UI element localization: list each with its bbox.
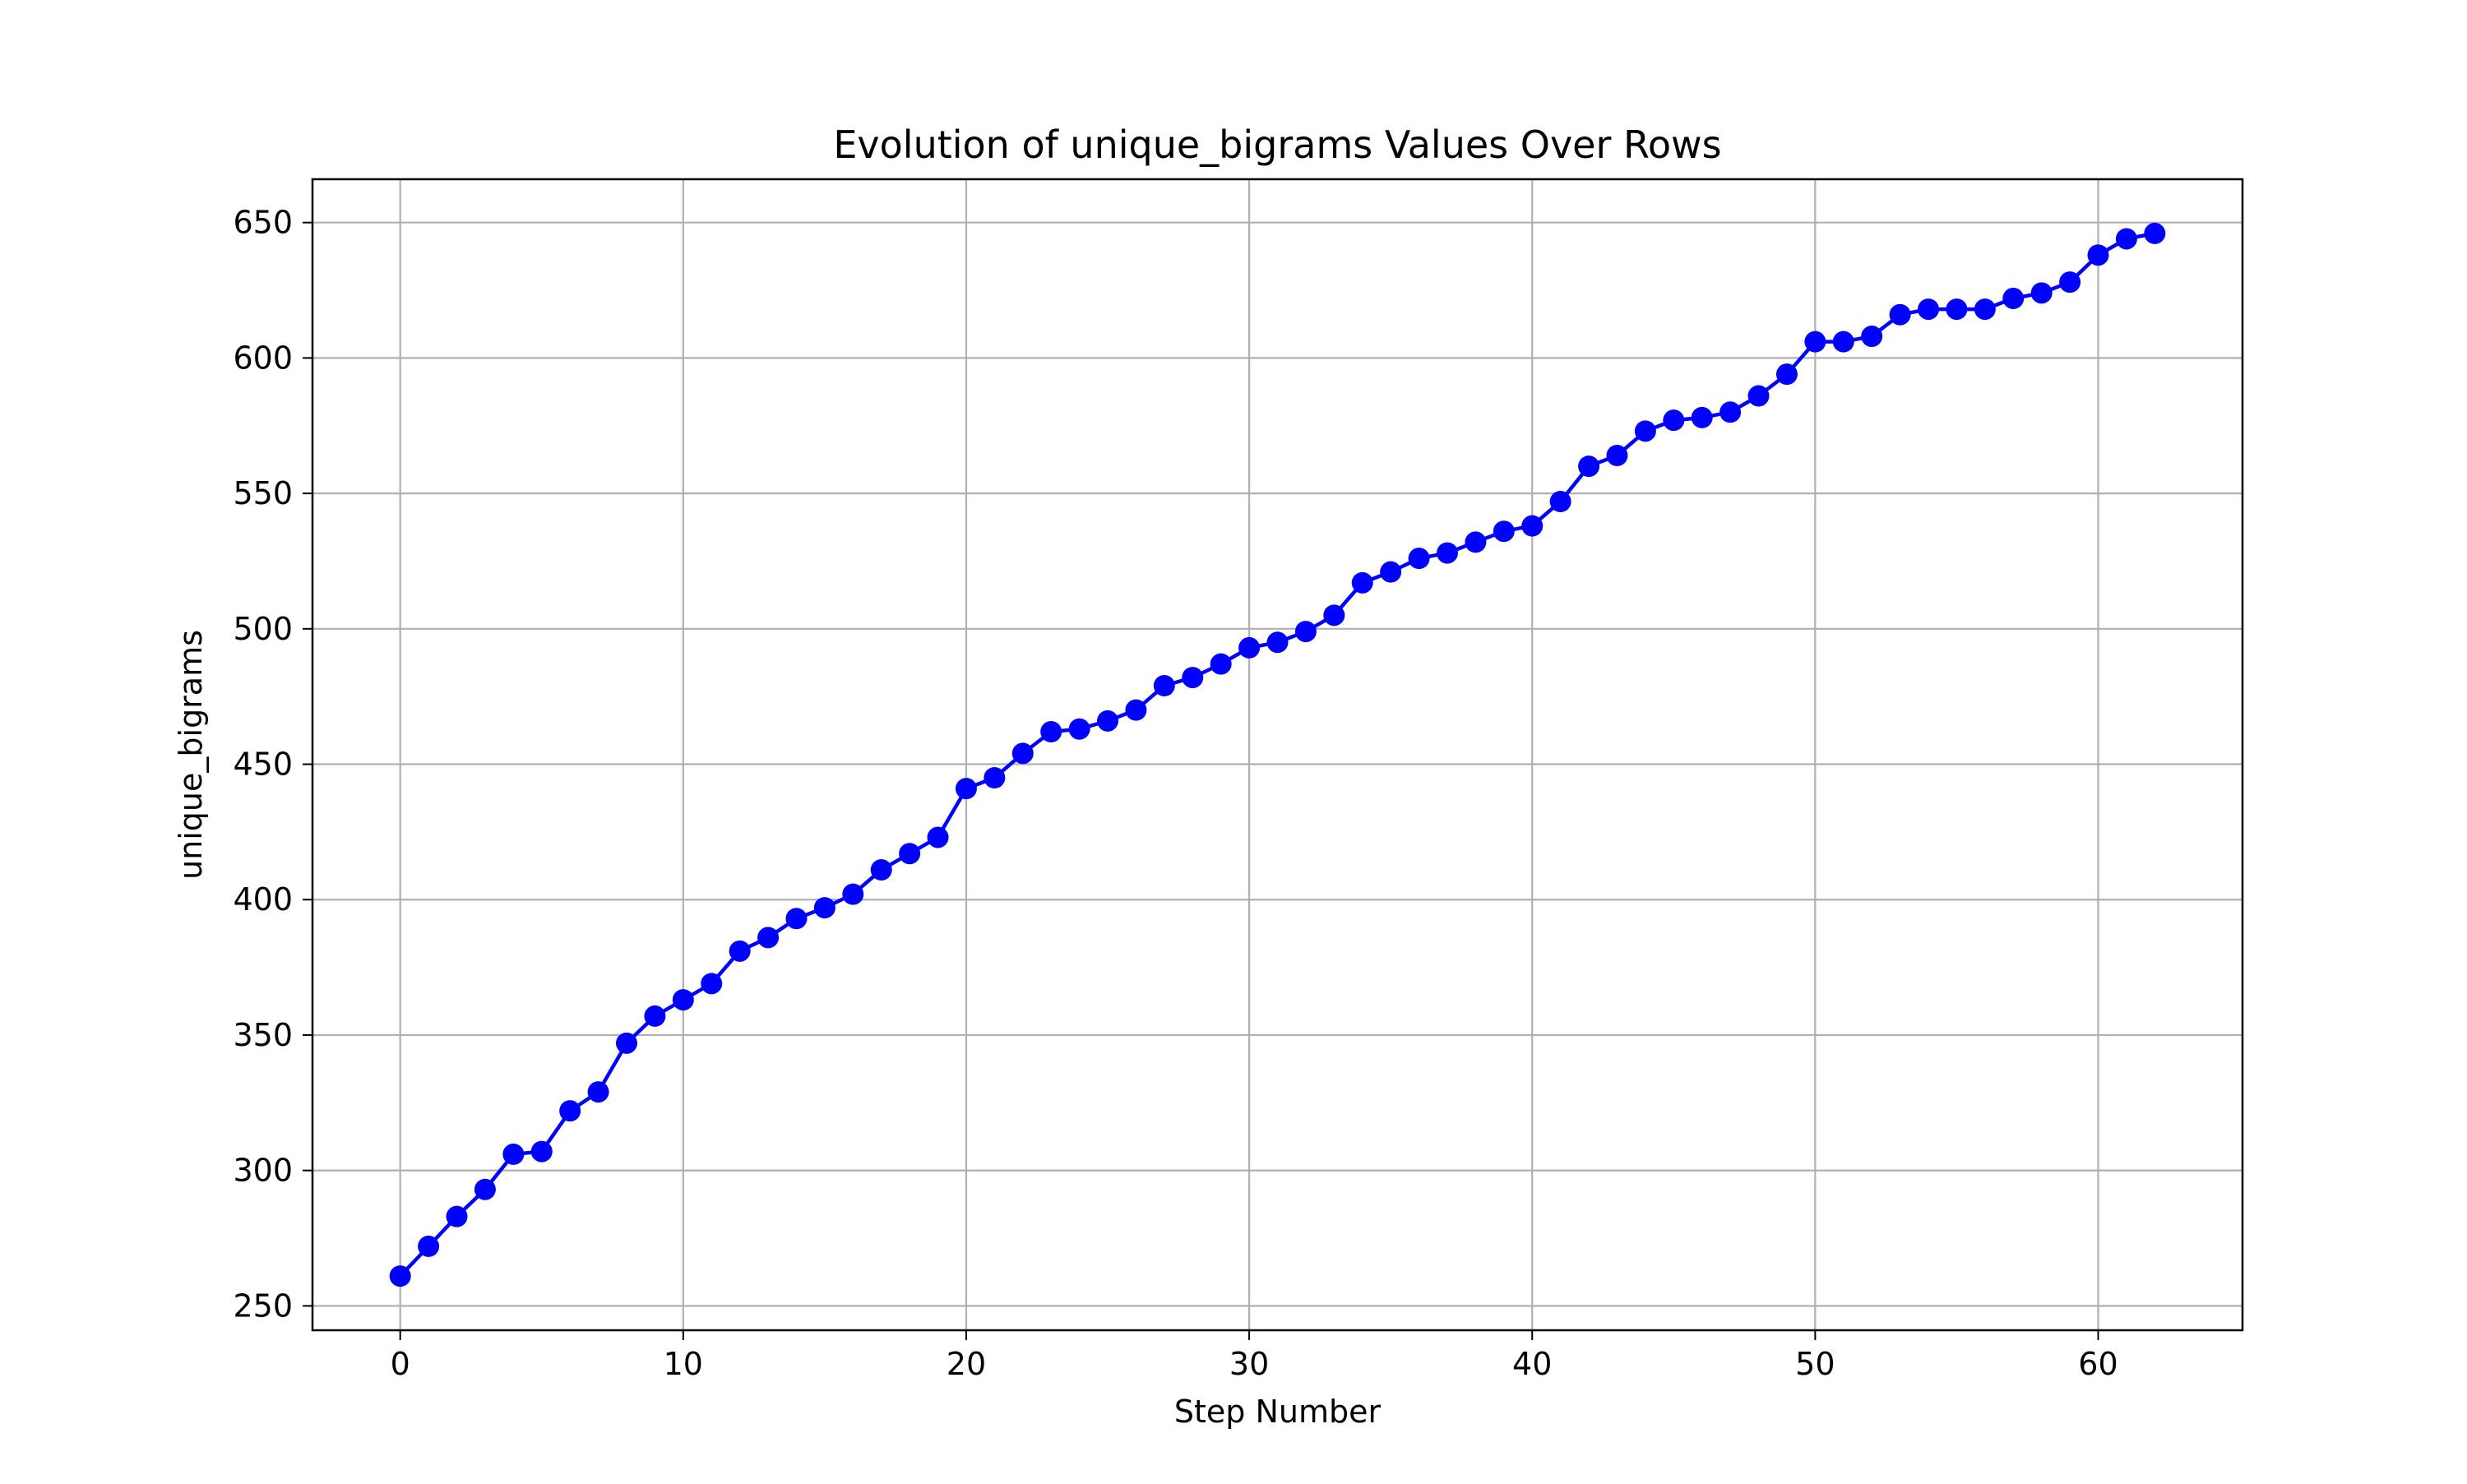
x-tick-label: 50 [1795, 1346, 1835, 1382]
data-point [1861, 326, 1883, 348]
data-point [446, 1205, 468, 1227]
y-tick-label: 250 [233, 1288, 293, 1324]
data-point [530, 1140, 553, 1163]
data-point [587, 1081, 609, 1103]
data-point [1408, 548, 1430, 570]
x-tick-label: 0 [391, 1346, 410, 1382]
data-point [955, 778, 977, 800]
data-point [672, 989, 694, 1011]
data-point [615, 1032, 637, 1054]
data-point [1380, 561, 1402, 583]
grid [312, 179, 2243, 1330]
data-point [389, 1265, 411, 1288]
data-point [701, 973, 723, 995]
y-tick-label: 550 [233, 475, 293, 511]
data-point [1153, 675, 1175, 696]
data-point [644, 1005, 666, 1027]
data-point [1775, 363, 1798, 386]
data-point [1040, 721, 1062, 742]
data-point [1238, 636, 1261, 659]
data-point [1097, 710, 1119, 732]
data-point [813, 897, 835, 919]
y-tick-label: 450 [233, 747, 293, 783]
data-point [729, 940, 751, 962]
data-point [1974, 298, 1996, 321]
data-point [559, 1100, 581, 1122]
x-tick-label: 20 [947, 1346, 986, 1382]
data-point [1210, 653, 1232, 675]
data-point [2030, 282, 2053, 304]
data-point [1182, 667, 1204, 689]
data-point [1521, 515, 1544, 537]
data-point [502, 1143, 525, 1165]
data-point [1578, 455, 1600, 478]
data-point [1465, 531, 1487, 553]
data-point [1266, 631, 1289, 654]
data-point [1549, 491, 1571, 512]
data-point [1351, 571, 1373, 594]
data-point [1323, 604, 1345, 626]
data-point [1294, 621, 1317, 643]
data-point [418, 1235, 440, 1257]
y-tick-label: 500 [233, 611, 293, 647]
y-tick-label: 300 [233, 1153, 293, 1189]
y-tick-label: 400 [233, 881, 293, 918]
data-point [474, 1178, 496, 1200]
data-point [1068, 718, 1090, 740]
x-axis-label: Step Number [1174, 1394, 1382, 1430]
data-point [842, 883, 864, 905]
data-point [984, 767, 1006, 788]
data-point [1606, 445, 1628, 466]
data-point [1011, 742, 1034, 765]
x-tick-label: 10 [664, 1346, 703, 1382]
data-point [1804, 331, 1826, 353]
data-point [1747, 385, 1770, 407]
x-tick-label: 40 [1512, 1346, 1552, 1382]
y-tick-label: 350 [233, 1017, 293, 1053]
data-point [2144, 222, 2166, 244]
data-point [1125, 699, 1147, 721]
data-point [1436, 542, 1458, 564]
data-point [1691, 406, 1713, 428]
data-point [870, 859, 892, 881]
data-point [1719, 401, 1742, 423]
data-point [1889, 303, 1911, 326]
y-axis-label: unique_bigrams [173, 630, 209, 880]
y-tick-label: 600 [233, 340, 293, 376]
plot-area-frame [311, 178, 2244, 1332]
data-point [899, 843, 921, 865]
data-point [757, 927, 780, 949]
data-point [2115, 228, 2137, 250]
x-tick-label: 60 [2078, 1346, 2118, 1382]
axis-ticks: 0 10 20 30 40 50 60 250 300 350 400 450 500 550 600 650 [233, 205, 2118, 1382]
data-point [1832, 331, 1854, 353]
data-point [1634, 420, 1656, 442]
data-point [1946, 298, 1968, 321]
series-unique-bigrams [389, 222, 2166, 1288]
data-point [1918, 298, 1940, 321]
data-point [2087, 244, 2109, 266]
y-tick-label: 650 [233, 205, 293, 241]
data-point [1663, 409, 1685, 432]
data-point [785, 908, 808, 930]
data-point [927, 826, 949, 848]
data-point [2059, 271, 2081, 294]
chart-title: Evolution of unique_bigrams Values Over … [833, 123, 1721, 167]
x-tick-label: 30 [1229, 1346, 1269, 1382]
data-point [1493, 520, 1515, 543]
data-point [2002, 287, 2025, 309]
